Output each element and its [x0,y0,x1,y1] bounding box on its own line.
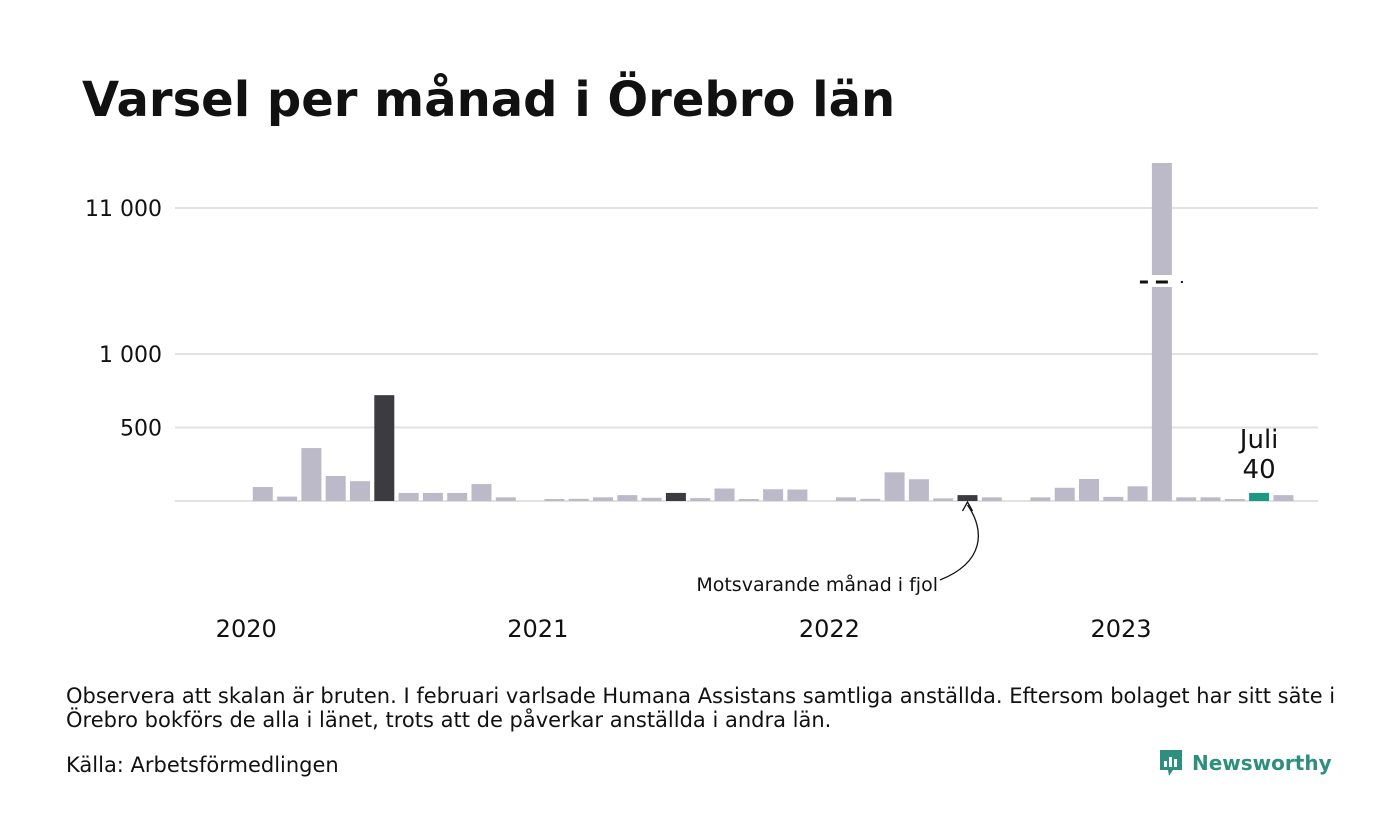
bar [593,497,613,501]
bar [981,497,1002,501]
bar [1151,287,1172,501]
bar [301,448,322,501]
bar [884,472,905,501]
current-month-label: Juli [1238,425,1279,455]
bar [1030,497,1051,501]
y-tick-label: 11 000 [85,197,162,222]
x-year-label: 2020 [216,615,277,643]
bar [374,395,395,501]
bar [738,499,759,501]
bar [836,497,856,501]
bar [422,492,443,501]
bar [568,498,589,501]
x-year-label: 2021 [507,615,568,643]
bar [860,498,881,501]
annotation-arrowhead [961,500,974,512]
bar [617,495,638,501]
bar [1224,499,1245,501]
bar [933,498,954,501]
source-note: Källa: Arbetsförmedlingen [66,753,339,777]
x-year-label: 2022 [799,615,860,643]
y-tick-label: 1 000 [99,343,162,368]
bar [495,497,516,501]
bar [1273,495,1294,501]
bar [544,499,565,501]
bar [1249,492,1270,501]
bar [1176,497,1197,501]
bar [641,497,662,501]
bar [350,481,370,501]
bar [665,492,686,501]
bar [1079,478,1099,501]
footnote: Observera att skalan är bruten. I februa… [66,684,1336,732]
bar [1103,496,1124,501]
brand-name: Newsworthy [1192,751,1332,775]
x-year-label: 2023 [1090,615,1151,643]
bar [908,479,929,501]
bar [1200,497,1221,501]
bar-upper [1151,163,1172,275]
current-value-label: 40 [1243,455,1276,485]
bar [1127,486,1148,501]
bar [252,487,273,501]
newsworthy-logo-icon [1160,750,1182,776]
y-tick-label: 500 [120,417,162,442]
bar [277,496,298,501]
annotation-label: Motsvarande månad i fjol [696,573,938,596]
bar [447,492,468,501]
bar [325,476,346,501]
bar [690,498,711,501]
bar [398,492,419,501]
bar [787,489,808,501]
bar [1054,487,1075,501]
bar [957,495,978,501]
annotation-arrow [939,504,979,581]
chart-title: Varsel per månad i Örebro län [82,72,896,128]
bar [471,484,492,501]
brand-logo: Newsworthy [1158,748,1332,778]
bar [714,488,735,501]
bar [763,489,784,501]
